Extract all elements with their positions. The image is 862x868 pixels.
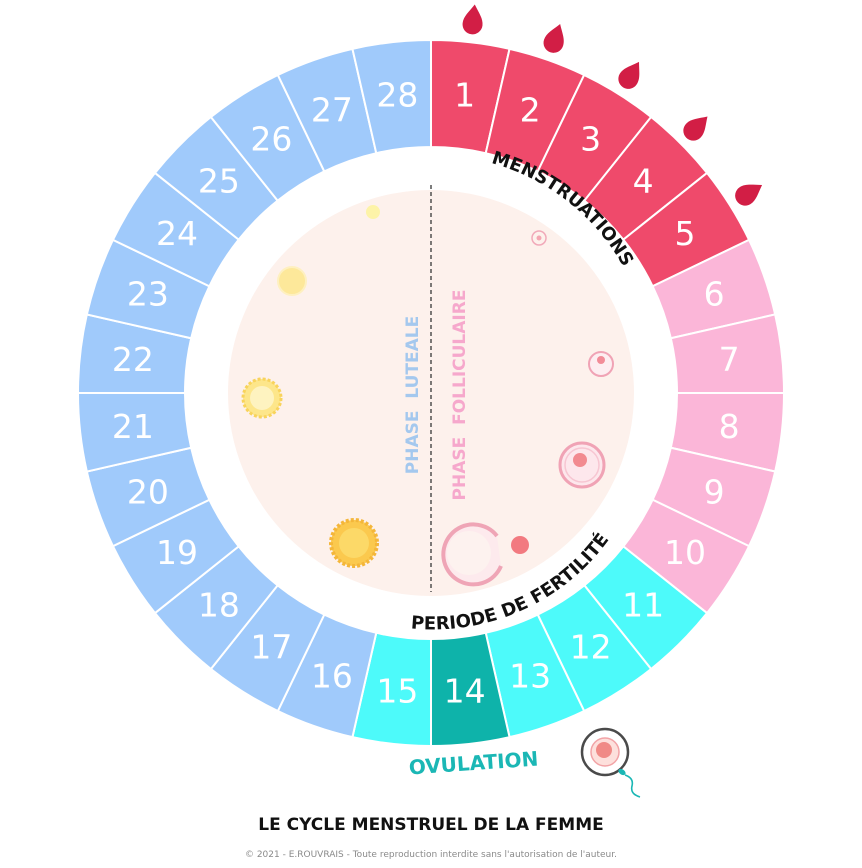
- blood-drop-icon: [543, 23, 564, 53]
- follicle-small-icon: [531, 230, 547, 246]
- corpus-luteum-icon: [241, 377, 283, 419]
- day-number-28: 28: [376, 75, 418, 114]
- diagram-title: LE CYCLE MENSTRUEL DE LA FEMME: [258, 815, 604, 835]
- day-number-26: 26: [250, 119, 292, 158]
- day-number-6: 6: [704, 274, 725, 313]
- blood-drop-icon: [735, 184, 763, 206]
- phase-luteale-label: PHASE LUTEALE: [403, 316, 423, 474]
- day-number-13: 13: [509, 657, 551, 696]
- day-number-21: 21: [112, 407, 154, 446]
- corpus-medium-icon: [277, 266, 307, 296]
- day-number-14: 14: [444, 672, 486, 711]
- day-number-20: 20: [127, 473, 169, 512]
- day-number-3: 3: [580, 119, 601, 158]
- day-segment-28: [351, 38, 432, 155]
- day-number-18: 18: [198, 586, 240, 625]
- egg-and-sperm-icon: [580, 727, 641, 798]
- menstrual-cycle-wheel: 1 234567891011121314151617181920212223242…: [76, 4, 786, 798]
- blood-drop-icon: [683, 116, 708, 141]
- day-number-22: 22: [112, 340, 154, 379]
- day-number-12: 12: [570, 628, 612, 667]
- day-number-1: 1: [454, 75, 475, 114]
- day-number-10: 10: [664, 533, 706, 572]
- day-number-5: 5: [675, 214, 696, 253]
- phase-folliculaire-label: PHASE FOLLICULAIRE: [450, 290, 470, 501]
- day-number-25: 25: [198, 161, 240, 200]
- day-number-17: 17: [250, 628, 292, 667]
- day-number-8: 8: [719, 407, 740, 446]
- ovulation-label: OVULATION: [408, 747, 539, 780]
- copyright-notice: © 2021 - E.ROUVRAIS - Toute reproduction…: [244, 850, 618, 860]
- day-number-15: 15: [376, 672, 418, 711]
- blood-drops: [462, 4, 763, 206]
- day-number-24: 24: [156, 214, 198, 253]
- corpus-luteum-large-icon: [329, 518, 379, 568]
- day-number-9: 9: [704, 473, 725, 512]
- day-number-7: 7: [719, 340, 740, 379]
- day-number-4: 4: [633, 161, 654, 200]
- day-number-19: 19: [156, 533, 198, 572]
- follicle-large-icon: [558, 441, 606, 489]
- day-number-23: 23: [127, 274, 169, 313]
- day-number-2: 2: [520, 90, 541, 129]
- day-number-11: 11: [622, 586, 664, 625]
- blood-drop-icon: [618, 61, 640, 89]
- inner-circle: [228, 190, 634, 596]
- day-number-16: 16: [311, 657, 353, 696]
- corpus-small-icon: [366, 205, 380, 219]
- blood-drop-icon: [462, 4, 483, 35]
- ruptured-follicle-icon: [441, 522, 529, 587]
- day-number-27: 27: [311, 90, 353, 129]
- day-segments: 1 234567891011121314151617181920212223242…: [76, 38, 786, 748]
- follicle-medium-icon: [588, 351, 614, 377]
